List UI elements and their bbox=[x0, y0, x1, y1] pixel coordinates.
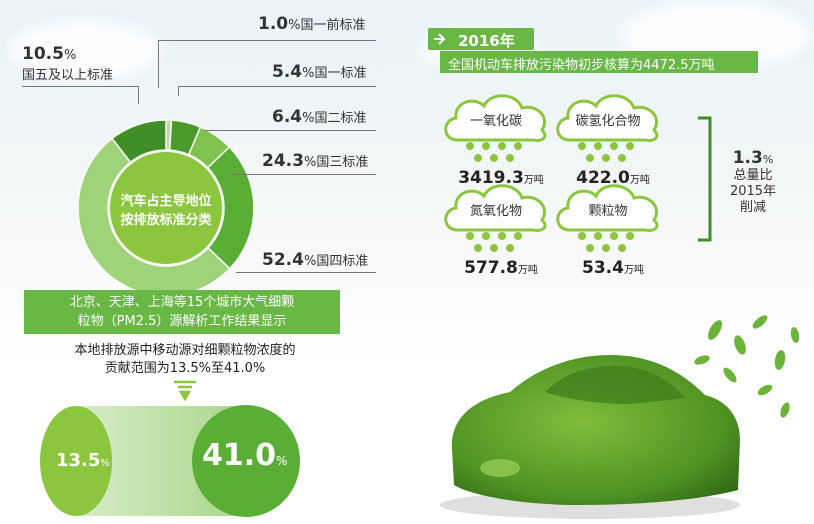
pm25-description: 本地排放源中移动源对细颗粒物浓度的 贡献范围为13.5%至41.0% bbox=[40, 342, 330, 378]
slice-unit: % bbox=[303, 155, 317, 170]
cloud-icon bbox=[556, 184, 659, 232]
slice-label-2: 5.4%国一标准 bbox=[272, 62, 367, 82]
leader-line bbox=[178, 86, 179, 96]
emission-value: 577.8万吨 bbox=[464, 258, 538, 278]
slice-label-1: 1.0%国一前标准 bbox=[258, 14, 366, 34]
emission-value: 422.0万吨 bbox=[576, 168, 650, 188]
slice-name: 国三标准 bbox=[316, 155, 369, 170]
emission-unit: 万吨 bbox=[629, 175, 650, 186]
pm25-low-label: 13.5% bbox=[56, 450, 110, 471]
leader-line bbox=[236, 272, 376, 273]
leader-line bbox=[158, 40, 159, 88]
cloud-decoration bbox=[10, 20, 160, 80]
pm25-desc-line2: 贡献范围为13.5%至41.0% bbox=[104, 361, 266, 376]
emission-name: 碳氢化合物 bbox=[575, 114, 641, 129]
pm25-high-unit: % bbox=[276, 454, 288, 468]
slice-unit: % bbox=[302, 111, 315, 126]
arrow-right-icon bbox=[434, 33, 446, 45]
donut-center bbox=[110, 152, 222, 264]
pm25-low-value: 13.5 bbox=[56, 450, 101, 471]
contribution-cylinder bbox=[40, 405, 300, 517]
donut-chart bbox=[77, 119, 255, 290]
slice-name: 国二标准 bbox=[314, 111, 367, 126]
slice-name: 国五及以上标准 bbox=[22, 68, 114, 83]
slice-label-3: 6.4%国二标准 bbox=[272, 107, 367, 127]
donut-center-line2: 按排放标准分类 bbox=[120, 213, 212, 228]
slice-value: 24.3 bbox=[262, 151, 304, 171]
slice-value: 10.5 bbox=[22, 44, 64, 64]
pm25-low-unit: % bbox=[100, 458, 110, 469]
year-banner: 2016年 bbox=[428, 28, 534, 50]
reduction-unit: % bbox=[762, 153, 774, 166]
reduction-line3: 削减 bbox=[739, 200, 766, 215]
car-headlight bbox=[480, 459, 520, 477]
year-label: 2016年 bbox=[458, 32, 515, 50]
emissions-subtitle: 全国机动车排放污染物初步核算为4472.5万吨 bbox=[448, 58, 715, 73]
emission-value: 3419.3万吨 bbox=[458, 168, 544, 188]
reduction-value: 1.3 bbox=[732, 148, 763, 168]
slice-unit: % bbox=[302, 66, 315, 81]
leader-line bbox=[22, 86, 138, 87]
cylinder-high-end bbox=[192, 405, 300, 517]
leader-line bbox=[158, 40, 376, 41]
emissions-subtitle-banner: 全国机动车排放污染物初步核算为4472.5万吨 bbox=[440, 51, 758, 73]
slice-label-6: 10.5% 国五及以上标准 bbox=[22, 44, 113, 83]
donut-center-title: 汽车占主导地位 按排放标准分类 bbox=[106, 192, 226, 230]
car-windshield bbox=[545, 366, 685, 404]
slice-name: 国一标准 bbox=[314, 66, 367, 81]
emission-value: 53.4万吨 bbox=[582, 258, 644, 278]
emission-name: 一氧化碳 bbox=[469, 114, 522, 129]
leader-line bbox=[232, 174, 376, 175]
slice-label-5: 52.4%国四标准 bbox=[262, 250, 368, 270]
pm25-high-label: 41.0% bbox=[202, 438, 287, 473]
emission-name: 氮氧化物 bbox=[469, 204, 522, 219]
cloud-icon bbox=[444, 184, 547, 232]
emission-name: 颗粒物 bbox=[588, 204, 628, 219]
reduction-line2: 2015年 bbox=[729, 184, 777, 199]
slice-value: 52.4 bbox=[262, 250, 304, 270]
slice-unit: % bbox=[303, 254, 317, 269]
pm25-high-value: 41.0 bbox=[202, 438, 277, 473]
donut-center-line1: 汽车占主导地位 bbox=[120, 194, 212, 209]
slice-value: 5.4 bbox=[272, 62, 303, 82]
slice-unit: % bbox=[63, 48, 77, 63]
slice-name: 国四标准 bbox=[316, 254, 369, 269]
leader-line bbox=[178, 86, 376, 87]
emission-unit: 万吨 bbox=[517, 265, 538, 276]
pm25-desc-line1: 本地排放源中移动源对细颗粒物浓度的 bbox=[74, 343, 296, 358]
reduction-note: 1.3% 总量比 2015年 削减 bbox=[718, 150, 788, 216]
arrow-down-icon bbox=[174, 380, 196, 402]
slice-value: 1.0 bbox=[258, 14, 289, 34]
pm25-banner: 北京、天津、上海等15个城市大气细颗 粒物（PM2.5）源解析工作结果显示 bbox=[24, 290, 340, 334]
emission-unit: 万吨 bbox=[623, 265, 644, 276]
reduction-line1: 总量比 bbox=[733, 168, 773, 183]
slice-value: 6.4 bbox=[272, 107, 303, 127]
bracket bbox=[698, 116, 712, 242]
donut-slice bbox=[111, 119, 167, 164]
leader-line bbox=[138, 86, 139, 104]
donut-slice bbox=[77, 137, 231, 290]
cloud-icon bbox=[556, 94, 659, 142]
slice-unit: % bbox=[288, 18, 301, 33]
emission-unit: 万吨 bbox=[523, 175, 544, 186]
leader-line bbox=[204, 130, 376, 131]
cloud-icon bbox=[444, 94, 547, 142]
leaves-decoration bbox=[694, 315, 800, 418]
pm25-banner-line1: 北京、天津、上海等15个城市大气细颗 bbox=[69, 295, 295, 310]
cylinder-low-end bbox=[40, 406, 112, 516]
grass-car-illustration bbox=[440, 315, 800, 519]
slice-label-4: 24.3%国三标准 bbox=[262, 151, 368, 171]
pm25-banner-line2: 粒物（PM2.5）源解析工作结果显示 bbox=[77, 314, 287, 329]
slice-name: 国一前标准 bbox=[300, 18, 366, 33]
